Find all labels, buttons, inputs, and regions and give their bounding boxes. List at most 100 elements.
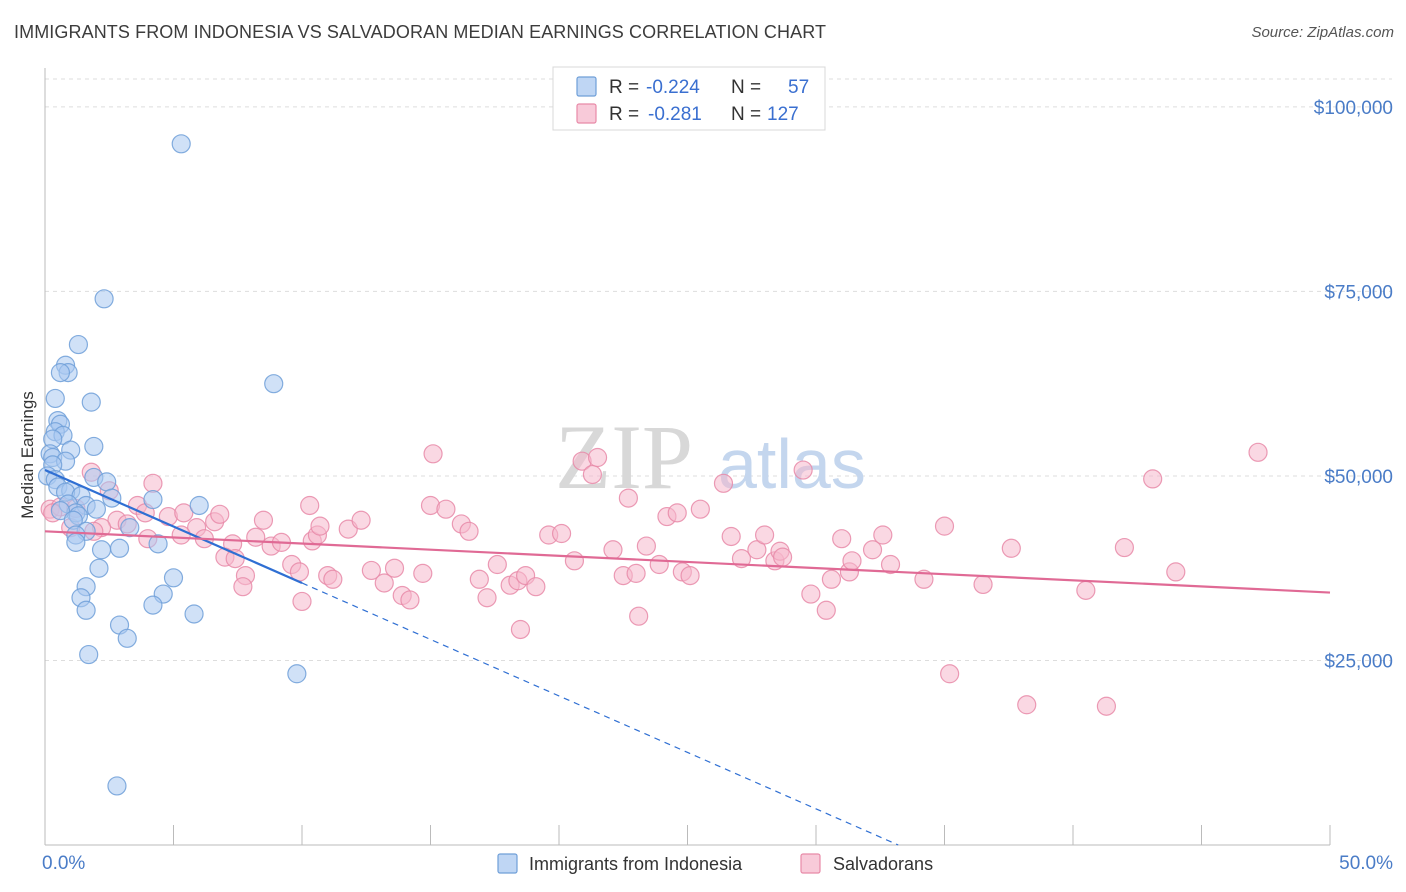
legend-swatch-salvadorans: [576, 103, 597, 124]
legend-r-value-salvadorans: -0.281: [648, 104, 702, 125]
watermark-atlas: atlas: [718, 425, 866, 503]
point-salvadorans-99: [940, 664, 960, 684]
point-indonesia-43: [91, 540, 112, 560]
bottom-legend-swatch-salvadorans: [800, 853, 821, 874]
point-indonesia-14: [84, 436, 104, 457]
point-salvadorans-60: [526, 577, 546, 597]
point-indonesia-52: [143, 595, 163, 615]
point-salvadorans-100: [973, 574, 993, 595]
point-salvadorans-93: [842, 551, 862, 571]
source-credit: Source: ZipAtlas.com: [1251, 24, 1394, 41]
point-salvadorans-69: [618, 488, 638, 508]
point-salvadorans-54: [477, 588, 497, 608]
legend-n-label-salvadorans: N =: [731, 104, 761, 125]
point-salvadorans-109: [1248, 442, 1268, 462]
point-salvadorans-77: [680, 565, 700, 586]
point-salvadorans-55: [487, 554, 507, 575]
point-salvadorans-73: [649, 554, 669, 575]
point-salvadorans-43: [374, 573, 394, 593]
point-salvadorans-7: [143, 473, 163, 493]
point-salvadorans-67: [603, 540, 623, 560]
point-salvadorans-108: [1166, 562, 1186, 582]
point-salvadorans-39: [323, 569, 343, 589]
point-salvadorans-79: [713, 473, 734, 493]
point-indonesia-44: [148, 534, 168, 554]
trend-line-indonesia: [44, 469, 303, 584]
point-indonesia-32: [86, 499, 107, 519]
point-indonesia-45: [89, 558, 109, 578]
point-indonesia-55: [79, 644, 99, 665]
point-salvadorans-62: [551, 523, 572, 544]
point-salvadorans-82: [747, 540, 767, 560]
point-salvadorans-95: [873, 525, 893, 545]
point-salvadorans-78: [690, 499, 710, 519]
point-salvadorans-105: [1096, 696, 1117, 716]
y-tick-label-2: $75,000: [1324, 282, 1393, 303]
point-indonesia-5: [50, 363, 71, 383]
point-salvadorans-58: [510, 619, 531, 640]
y-tick-label-3: $100,000: [1314, 98, 1393, 119]
trend-line-salvadorans: [44, 530, 1331, 594]
point-indonesia-23: [97, 472, 117, 492]
point-indonesia-51: [76, 600, 96, 620]
point-indonesia-41: [66, 532, 86, 552]
legend-swatch-indonesia: [576, 76, 597, 97]
point-salvadorans-21: [210, 504, 230, 524]
point-salvadorans-65: [582, 464, 603, 485]
point-salvadorans-50: [436, 499, 456, 519]
point-salvadorans-24: [225, 549, 245, 569]
point-salvadorans-44: [384, 558, 405, 578]
point-indonesia-57: [107, 776, 127, 796]
point-indonesia-42: [109, 538, 130, 558]
point-salvadorans-97: [914, 569, 934, 589]
legend-r-value-indonesia: -0.224: [646, 77, 700, 98]
point-indonesia-0: [171, 134, 191, 154]
series-indonesia: [37, 134, 307, 796]
y-tick-labels: $25,000 $50,000 $75,000 $100,000: [1314, 98, 1393, 673]
point-indonesia-46: [163, 568, 184, 588]
point-salvadorans-98: [934, 516, 955, 536]
legend-n-label-indonesia: N =: [731, 77, 761, 98]
point-indonesia-8: [81, 392, 101, 412]
point-salvadorans-63: [564, 551, 585, 571]
point-indonesia-2: [68, 334, 89, 355]
bottom-legend: Immigrants from Indonesia Salvadorans: [497, 853, 933, 874]
point-salvadorans-75: [667, 503, 687, 523]
bottom-legend-swatch-indonesia: [497, 853, 518, 874]
legend-frame: [552, 66, 826, 131]
legend-r-label-salvadorans: R =: [609, 104, 639, 125]
point-salvadorans-52: [459, 521, 479, 541]
point-salvadorans-28: [253, 510, 274, 530]
point-salvadorans-37: [292, 591, 312, 612]
trend-line-indonesia-extension: [301, 582, 899, 846]
point-salvadorans-89: [816, 600, 836, 620]
point-indonesia-28: [102, 488, 122, 508]
point-salvadorans-81: [731, 549, 752, 569]
point-salvadorans-53: [469, 569, 489, 589]
point-salvadorans-41: [351, 510, 371, 530]
point-indonesia-6: [264, 374, 284, 394]
y-tick-label-1: $50,000: [1324, 467, 1393, 488]
x-tick-label-right: 50.0%: [1339, 853, 1393, 874]
y-tick-label-0: $25,000: [1324, 651, 1393, 672]
y-axis-label: Median Earnings: [18, 391, 37, 519]
point-salvadorans-66: [587, 447, 608, 468]
point-salvadorans-101: [1001, 538, 1021, 558]
point-salvadorans-48: [423, 444, 443, 464]
bottom-legend-label-salvadorans: Salvadorans: [833, 854, 933, 874]
point-salvadorans-96: [880, 554, 901, 575]
point-indonesia-50: [184, 604, 204, 624]
point-salvadorans-107: [1143, 469, 1163, 489]
point-salvadorans-42: [361, 560, 381, 581]
point-salvadorans-26: [233, 577, 253, 597]
point-indonesia-33: [189, 495, 209, 516]
point-salvadorans-36: [300, 495, 320, 516]
point-salvadorans-88: [801, 584, 821, 604]
point-indonesia-29: [143, 489, 163, 510]
point-salvadorans-35: [310, 516, 330, 536]
legend-box: R = -0.224 N = 57 R = -0.281 N = 127: [552, 66, 826, 131]
point-salvadorans-83: [754, 525, 775, 545]
point-salvadorans-70: [626, 563, 646, 583]
point-salvadorans-80: [721, 526, 741, 547]
